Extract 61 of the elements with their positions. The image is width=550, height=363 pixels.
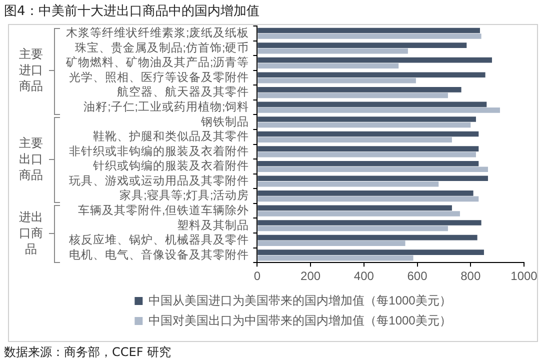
bar xyxy=(258,255,414,261)
bar xyxy=(258,160,479,166)
source-note: 数据来源：商务部，CCEF 研究 xyxy=(4,344,172,361)
y-tick-label: 油籽;子仁;工业或药用植物;饲料 xyxy=(84,100,250,114)
text: 进出口商品 xyxy=(18,209,44,258)
bar xyxy=(258,240,406,246)
y-tick-label: 电机、电气、音像设备及其零附件 xyxy=(69,247,250,262)
bar xyxy=(258,211,460,216)
y-tick-label: 核反应堆、锅炉、机械器具及零件 xyxy=(68,232,250,247)
bar xyxy=(258,78,416,84)
legend-label: 中国对美国出口为中国带来的国内增加值（每1000美元） xyxy=(148,313,452,328)
bar xyxy=(258,34,482,39)
bar xyxy=(258,122,471,128)
y-tick-label: 航空器、航天器及其零件 xyxy=(117,84,250,99)
x-tick-label: 600 xyxy=(407,269,428,284)
x-tick-label: 0 xyxy=(254,269,261,284)
y-tick-label: 塑料及其制品 xyxy=(177,218,250,232)
x-tick-label: 800 xyxy=(460,269,481,284)
bar xyxy=(258,226,448,232)
y-tick-label: 非针织或非钩编的服装及衣着附件 xyxy=(69,144,250,158)
y-tick-label: 珠宝、贵金属及制品;仿首饰;硬币 xyxy=(74,40,250,54)
y-tick-label: 钢铁制品 xyxy=(200,115,250,128)
bar xyxy=(258,176,488,182)
y-tick-label: 矿物燃料、矿物油及其产品;沥青等 xyxy=(64,55,250,70)
bar xyxy=(258,108,500,113)
bar xyxy=(258,205,452,211)
text: 图4：中美前十大进出口商品中的国内增加值 xyxy=(4,3,260,20)
text: 主要进口商品 xyxy=(18,46,44,94)
bar xyxy=(258,42,467,48)
bar xyxy=(258,166,488,172)
y-tick-label: 玩具、游戏或运动用品及其零附件 xyxy=(69,174,250,188)
legend-label: 中国从美国进口为美国带来的国内增加值（每1000美元） xyxy=(148,293,452,308)
text: 主要出口商品 xyxy=(18,135,44,184)
bar xyxy=(258,190,474,196)
bar xyxy=(258,146,479,152)
bar xyxy=(258,152,476,158)
bar xyxy=(258,28,480,34)
y-tick-label: 光学、照相、医疗等设备及零附件 xyxy=(69,70,250,84)
bar xyxy=(258,87,462,92)
bar xyxy=(258,72,486,78)
bar xyxy=(258,48,408,54)
x-tick-label: 1000 xyxy=(510,269,538,284)
bar xyxy=(258,196,479,202)
bar xyxy=(258,131,479,137)
bar xyxy=(258,250,484,255)
y-tick-label: 车辆及其零附件,但铁道车辆除外 xyxy=(78,203,250,218)
y-tick-label: 木浆等纤维状纤维素浆;废纸及纸板 xyxy=(66,26,250,40)
bar xyxy=(258,102,487,108)
y-tick-label: 鞋靴、护腿和类似品及其零件 xyxy=(93,129,250,144)
bar xyxy=(258,92,448,98)
bar xyxy=(258,57,492,63)
y-tick-label: 针织或钩编的服装及衣着附件 xyxy=(92,158,250,173)
bar xyxy=(258,116,476,122)
bar xyxy=(258,182,439,187)
x-tick-label: 400 xyxy=(354,269,374,284)
y-tick-label: 家具;寝具等;灯具;活动房 xyxy=(120,188,250,202)
bar xyxy=(258,220,482,226)
bar xyxy=(258,234,478,240)
bar xyxy=(258,63,399,69)
bar xyxy=(258,137,452,142)
x-tick-label: 200 xyxy=(300,269,321,284)
